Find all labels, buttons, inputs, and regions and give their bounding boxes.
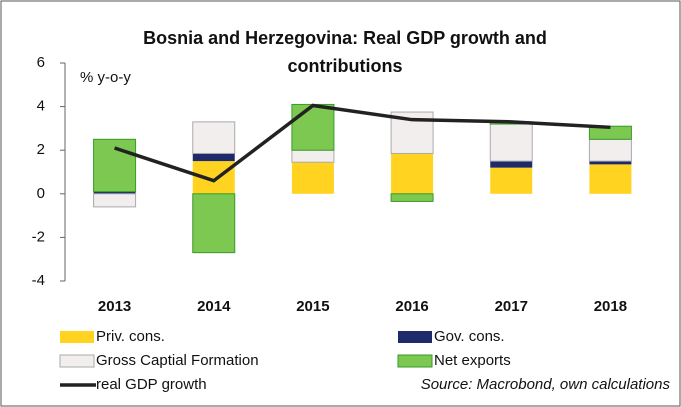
bar-segment	[93, 193, 137, 208]
bar-segment	[589, 164, 632, 194]
bar-segment	[192, 153, 235, 162]
y-tick-label: 2	[37, 141, 45, 158]
legend-label: real GDP growth	[96, 376, 207, 393]
y-tick-label: 6	[37, 54, 45, 71]
bar-segment	[390, 193, 434, 202]
y-tick-label: -2	[32, 228, 45, 245]
bar-segment	[489, 123, 533, 162]
x-tick-label: 2013	[98, 298, 131, 315]
bar-segment	[588, 138, 632, 162]
bar-segment	[93, 138, 137, 193]
source: Source: Macrobond, own calculations	[421, 376, 671, 393]
legend-label: Net exports	[434, 352, 511, 369]
line	[114, 103, 611, 183]
y-tick-label: 0	[37, 185, 45, 202]
legend-swatch	[59, 354, 95, 368]
legend-swatch	[60, 331, 94, 343]
bar-segment	[291, 162, 334, 194]
y-tick-label: -4	[32, 272, 45, 289]
x-tick-label: 2016	[395, 298, 428, 315]
bar-segment	[93, 191, 136, 194]
y-tick-label: 4	[37, 98, 45, 115]
x-tick-label: 2014	[197, 298, 231, 315]
bar-segment	[192, 193, 236, 254]
chart-title: Bosnia and Herzegovina: Real GDP growth …	[143, 28, 547, 76]
bar-segment	[589, 161, 632, 165]
legend-label: Gross Captial Formation	[96, 352, 259, 369]
x-tick-label: 2017	[495, 298, 528, 315]
legend-label: Priv. cons.	[96, 328, 165, 345]
x-tick-label: 2018	[594, 298, 627, 315]
x-tick-label: 2015	[296, 298, 329, 315]
legend-swatch	[398, 331, 432, 343]
bar-segment	[192, 121, 236, 154]
bar-segment	[490, 167, 533, 194]
bar-segment	[490, 161, 533, 168]
y-axis-label: % y-o-y	[80, 69, 131, 86]
legend-label: Gov. cons.	[434, 328, 505, 345]
bar-segment	[391, 153, 434, 194]
legend-swatch	[397, 354, 433, 368]
bar-segment	[291, 103, 335, 151]
bar-segment	[291, 149, 335, 163]
